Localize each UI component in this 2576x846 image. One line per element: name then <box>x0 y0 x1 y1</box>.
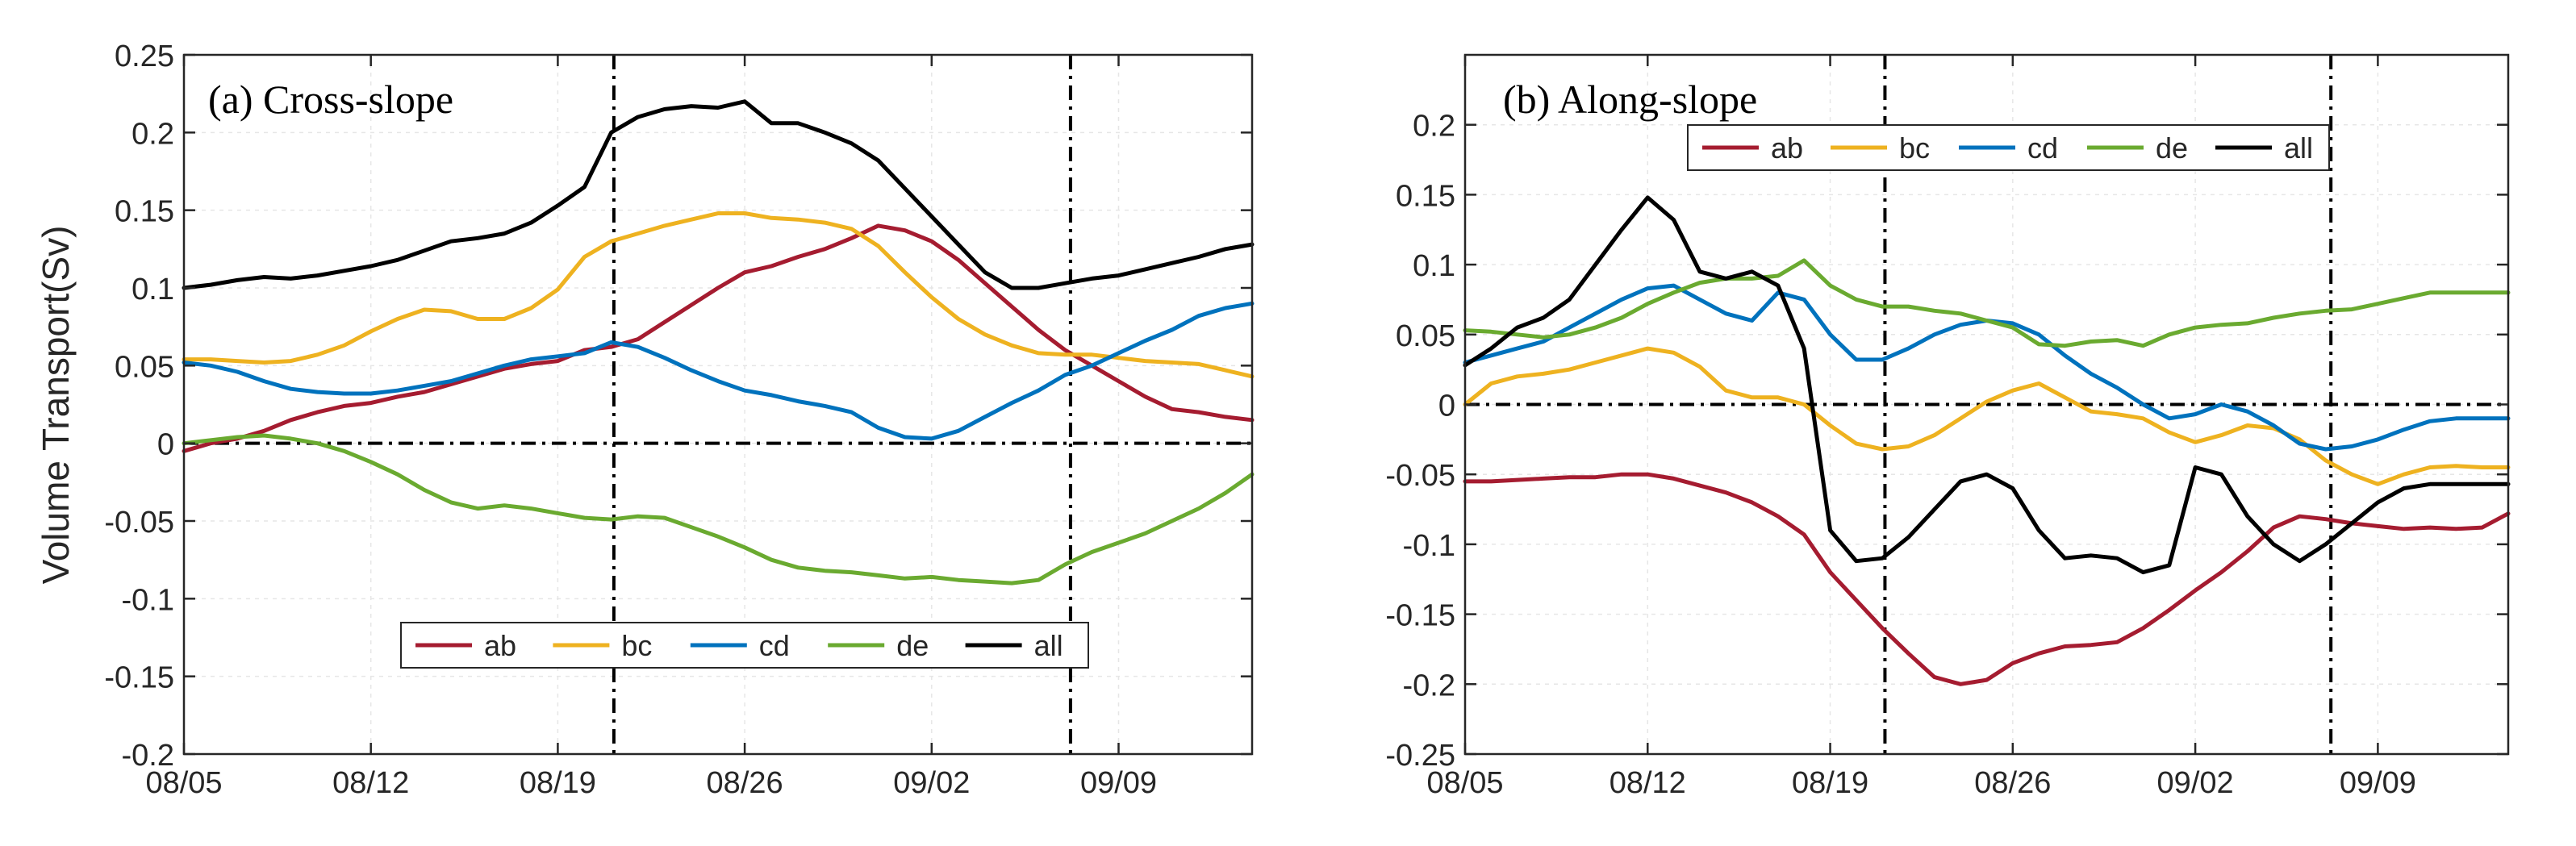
y-axis-label: Volume Transport(Sv) <box>35 226 77 585</box>
legend-cross-slope: ab bc cd de all <box>400 622 1089 669</box>
y-tick-label: -0.15 <box>104 661 174 695</box>
panel-title-along-slope: (b) Along-slope <box>1503 77 1757 122</box>
legend-label-all: all <box>1034 629 1063 662</box>
series-lines-cross-slope <box>182 99 1255 586</box>
x-tick-label: 08/05 <box>1426 766 1503 800</box>
y-tick-label: -0.15 <box>1385 599 1455 633</box>
y-tick-label: 0 <box>157 428 174 462</box>
y-tick-label: 0.1 <box>132 273 174 306</box>
legend-label-ab: ab <box>484 629 516 662</box>
y-tick-label: 0.15 <box>1396 179 1455 213</box>
legend-along-slope: ab bc cd de all <box>1687 124 2330 171</box>
series-line-bc <box>182 211 1255 379</box>
x-ticks-cross-slope: 08/05 08/12 08/19 08/26 09/02 09/09 <box>145 55 1157 800</box>
legend-label-ab: ab <box>1771 131 1803 165</box>
y-tick-label: 0.2 <box>1413 110 1455 144</box>
y-tick-label: -0.1 <box>122 583 174 617</box>
series-line-bc <box>1463 346 2511 486</box>
legend-label-all: all <box>2284 131 2313 165</box>
x-tick-label: 09/02 <box>893 766 970 800</box>
legend-label-cd: cd <box>2027 131 2058 165</box>
x-tick-label: 08/05 <box>145 766 222 800</box>
series-line-de <box>1463 258 2511 348</box>
y-tick-label: 0.05 <box>1396 319 1455 353</box>
x-tick-label: 09/09 <box>2340 766 2416 800</box>
legend-label-de: de <box>896 629 929 662</box>
x-tick-label: 08/26 <box>707 766 783 800</box>
y-tick-label: 0.25 <box>115 40 174 73</box>
series-line-cd <box>182 301 1255 441</box>
reference-lines-along-slope <box>1465 55 2508 754</box>
y-tick-label: 0 <box>1438 390 1455 423</box>
x-ticks-along-slope: 08/05 08/12 08/19 08/26 09/02 09/09 <box>1426 55 2416 800</box>
legend-label-bc: bc <box>1899 131 1930 165</box>
y-tick-label: -0.05 <box>104 506 174 540</box>
x-tick-label: 08/26 <box>1974 766 2051 800</box>
y-tick-label: 0.15 <box>115 195 174 229</box>
x-tick-label: 09/02 <box>2157 766 2234 800</box>
axes-frame-cross-slope <box>182 53 1254 756</box>
y-ticks-along-slope: 0.2 0.15 0.1 0.05 0 -0.05 -0.1 -0.15 -0.2 -0.25 <box>1385 110 2508 773</box>
y-tick-label: 0.2 <box>132 117 174 151</box>
y-tick-label: -0.1 <box>1403 529 1455 563</box>
x-tick-label: 08/19 <box>1792 766 1868 800</box>
legend-label-cd: cd <box>759 629 790 662</box>
panel-along-slope: 0.2 0.15 0.1 0.05 0 -0.05 -0.1 -0.15 -0.2 -0.25 0… <box>1385 53 2511 800</box>
y-tick-label: -0.2 <box>1403 669 1455 702</box>
y-tick-label: -0.05 <box>1385 459 1455 493</box>
y-tick-label: 0.1 <box>1413 249 1455 283</box>
y-tick-label: -0.2 <box>122 739 174 773</box>
y-tick-label: 0.05 <box>115 350 174 384</box>
legend-label-de: de <box>2156 131 2188 165</box>
series-line-all <box>182 99 1255 290</box>
x-tick-label: 08/12 <box>1609 766 1686 800</box>
x-tick-label: 08/12 <box>332 766 409 800</box>
panel-cross-slope: 0.25 0.2 0.15 0.1 0.05 0 -0.05 -0.1 -0.15 -0.2 08… <box>104 40 1255 800</box>
x-tick-label: 09/09 <box>1080 766 1157 800</box>
y-tick-label: -0.25 <box>1385 739 1455 773</box>
series-lines-along-slope <box>1463 195 2511 686</box>
series-line-de <box>182 433 1255 586</box>
series-line-ab <box>1463 472 2511 686</box>
panel-title-cross-slope: (a) Cross-slope <box>208 77 453 122</box>
legend-label-bc: bc <box>621 629 652 662</box>
y-ticks-cross-slope: 0.25 0.2 0.15 0.1 0.05 0 -0.05 -0.1 -0.15 -0.2 <box>104 40 1252 773</box>
x-tick-label: 08/19 <box>520 766 596 800</box>
series-line-all <box>1463 195 2511 575</box>
